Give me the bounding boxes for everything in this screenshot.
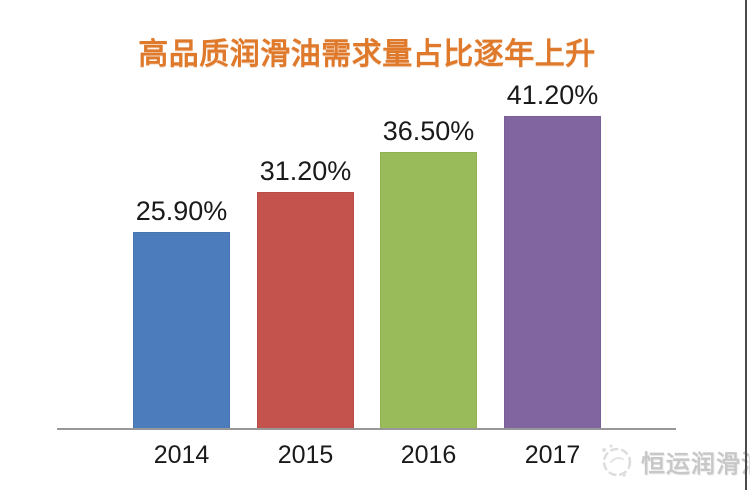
bar-2017 — [504, 116, 601, 429]
bar-value-label-2016: 36.50% — [382, 116, 475, 146]
brand-sun-logo-icon — [602, 444, 632, 477]
x-axis-label-2015: 2015 — [277, 441, 334, 469]
x-axis-label-2017: 2017 — [524, 441, 581, 469]
chart-title: 高品质润滑油需求量占比逐年上升 — [138, 38, 596, 71]
x-axis-line — [57, 428, 676, 430]
bar-value-label-2015: 31.20% — [259, 156, 352, 186]
x-axis-label-2014: 2014 — [153, 441, 210, 469]
image-right-border — [745, 0, 747, 490]
x-axis-label-2016: 2016 — [400, 441, 457, 469]
brand-watermark-text: 恒运润滑油 — [641, 450, 750, 478]
bar-2014 — [133, 232, 230, 429]
bar-2016 — [380, 152, 477, 429]
bar-2015 — [257, 192, 354, 429]
brand-watermark: 恒运润滑油 — [597, 442, 750, 480]
bar-value-label-2014: 25.90% — [135, 196, 228, 226]
bar-value-label-2017: 41.20% — [506, 80, 599, 110]
